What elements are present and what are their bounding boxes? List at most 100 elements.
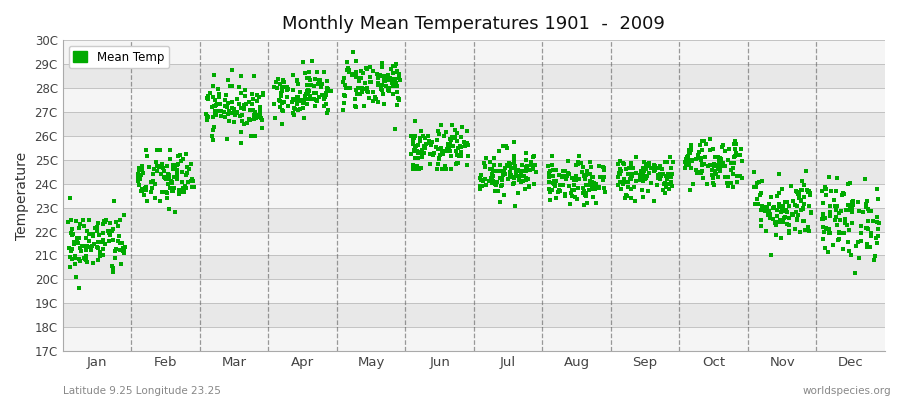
Point [628, 170, 643, 176]
Point [801, 224, 815, 230]
Point [445, 134, 459, 140]
Point [728, 146, 742, 152]
Point [613, 179, 627, 185]
Point [721, 174, 735, 180]
Point [381, 72, 395, 78]
Point [157, 168, 171, 174]
Point [161, 176, 176, 182]
Point [300, 96, 314, 102]
Point [212, 94, 226, 100]
Point [610, 174, 625, 180]
Point [290, 77, 304, 83]
Point [118, 244, 132, 250]
Point [784, 183, 798, 190]
Point [363, 74, 377, 80]
Point [409, 154, 423, 161]
Point [292, 106, 307, 112]
Point [474, 183, 489, 189]
Point [369, 96, 383, 102]
Point [71, 240, 86, 247]
Point [408, 133, 422, 139]
Point [734, 152, 748, 159]
Point [212, 86, 226, 92]
Point [228, 110, 242, 116]
Point [511, 168, 526, 174]
Point [213, 100, 228, 107]
Point [679, 162, 693, 168]
Point [152, 147, 166, 153]
Point [610, 182, 625, 188]
Point [724, 160, 738, 166]
Point [451, 144, 465, 151]
Point [97, 241, 112, 247]
Point [770, 207, 784, 213]
Point [562, 171, 576, 178]
Point [450, 138, 464, 145]
Point [459, 162, 473, 168]
Point [642, 170, 656, 176]
Point [547, 182, 562, 188]
Point [103, 220, 117, 226]
Point [822, 229, 836, 236]
Point [347, 103, 362, 109]
Point [549, 178, 563, 184]
Point [680, 162, 695, 168]
Point [358, 79, 373, 86]
Point [482, 178, 496, 184]
Point [793, 228, 807, 235]
Point [574, 160, 589, 166]
Point [349, 73, 364, 79]
Point [541, 163, 555, 170]
Bar [63, 303, 885, 327]
Point [487, 154, 501, 161]
Point [716, 142, 731, 149]
Point [131, 182, 146, 188]
Point [620, 193, 634, 199]
Point [79, 255, 94, 262]
Point [315, 81, 329, 88]
Point [585, 182, 599, 189]
Point [517, 173, 531, 179]
Point [868, 252, 882, 259]
Point [359, 85, 374, 92]
Point [169, 166, 184, 173]
Point [697, 138, 711, 144]
Point [682, 146, 697, 153]
Point [290, 78, 304, 84]
Point [747, 201, 761, 207]
Point [323, 88, 338, 94]
Point [842, 204, 857, 211]
Bar [63, 160, 885, 184]
Point [512, 177, 526, 184]
Point [576, 190, 590, 196]
Point [445, 143, 459, 150]
Point [173, 152, 187, 158]
Point [559, 176, 573, 182]
Point [95, 246, 110, 252]
Point [238, 93, 252, 99]
Point [155, 188, 169, 195]
Point [548, 183, 562, 189]
Point [730, 179, 744, 185]
Point [842, 227, 856, 233]
Point [721, 183, 735, 189]
Point [588, 186, 602, 192]
Point [410, 142, 425, 149]
Point [310, 98, 324, 104]
Point [158, 175, 172, 182]
Point [461, 142, 475, 148]
Point [337, 100, 351, 106]
Point [871, 226, 886, 232]
Point [728, 153, 742, 160]
Point [832, 216, 847, 223]
Point [854, 223, 868, 229]
Point [614, 185, 628, 192]
Point [232, 84, 247, 90]
Point [253, 111, 267, 118]
Point [761, 207, 776, 214]
Point [577, 173, 591, 179]
Point [280, 83, 294, 90]
Point [845, 202, 859, 208]
Point [611, 161, 625, 167]
Point [730, 173, 744, 180]
